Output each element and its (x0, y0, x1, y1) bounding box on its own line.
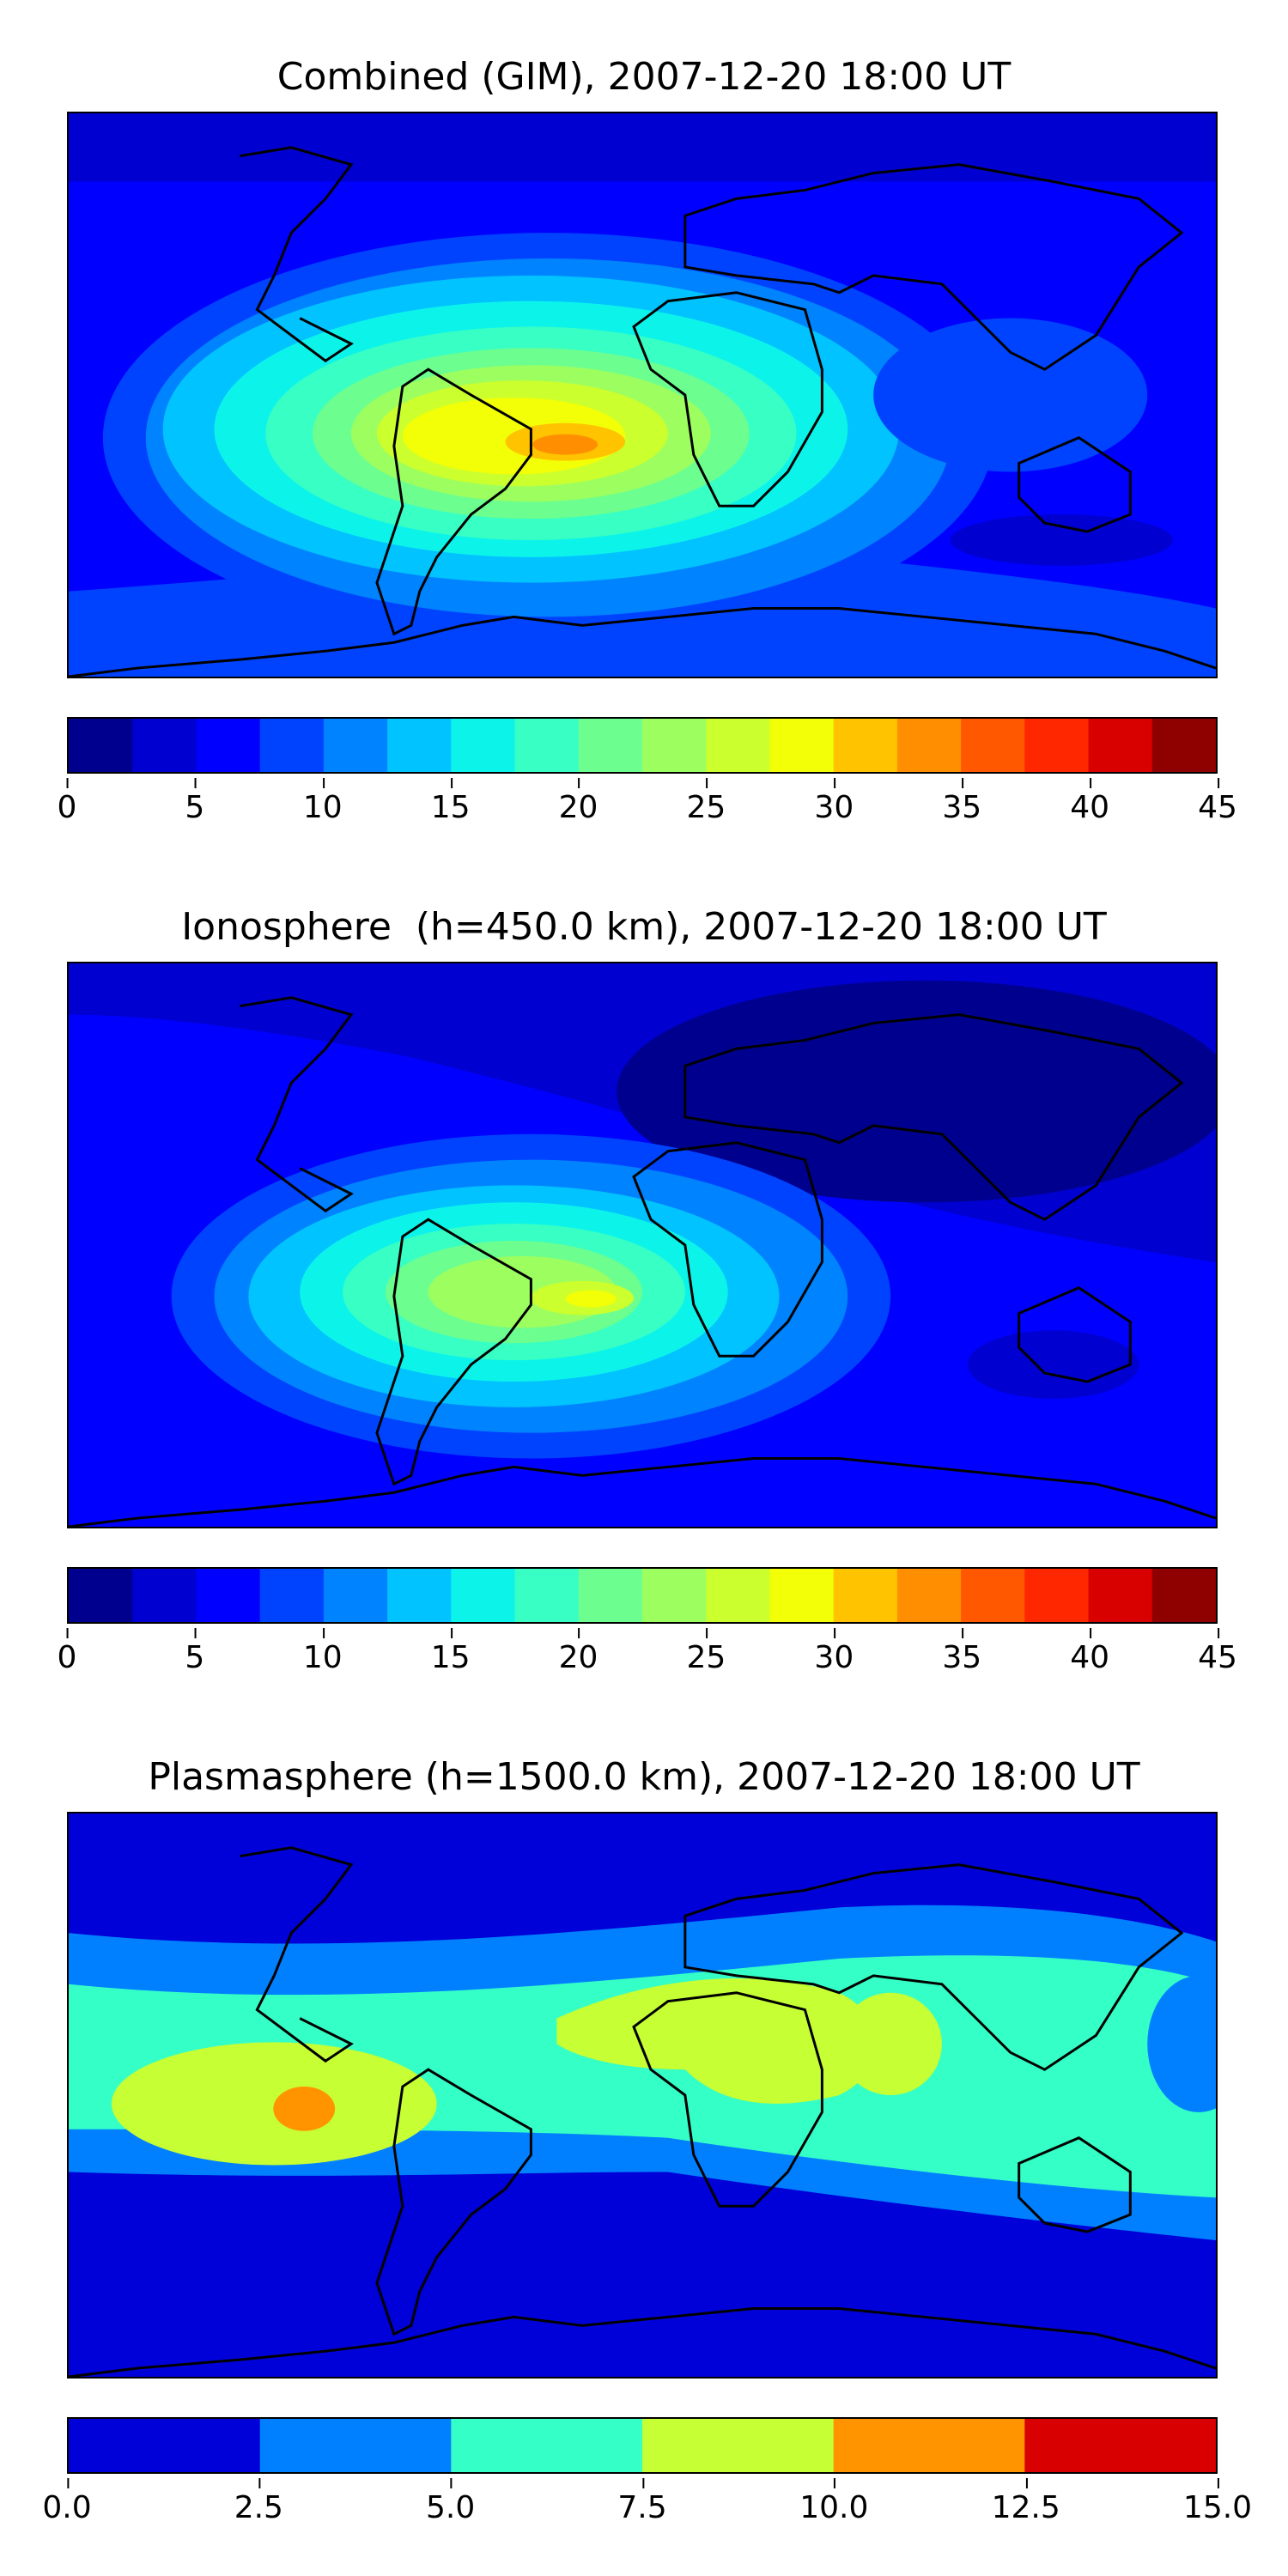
colorbar-segment (1151, 1569, 1216, 1622)
colorbar-segment (387, 719, 453, 772)
colorbar-segment (833, 2419, 1026, 2472)
colorbar-segment (1024, 1569, 1090, 1622)
colorbar (67, 717, 1218, 774)
colorbar-tick-label: 5 (185, 1628, 205, 1675)
colorbar-segment (69, 719, 134, 772)
colorbar-tick-label: 20 (558, 1628, 598, 1675)
colorbar-tick-label: 5.0 (426, 2478, 476, 2525)
colorbar-tick-label: 25 (686, 778, 726, 825)
colorbar-tick-label: 30 (814, 1628, 854, 1675)
colorbar-segment (961, 1569, 1026, 1622)
coastlines (69, 146, 1216, 677)
colorbar-segment (69, 2419, 261, 2472)
plasmasphere-map (67, 1812, 1218, 2379)
colorbar-tick-label: 0.0 (42, 2478, 92, 2525)
colorbar-tick-label: 10 (302, 778, 343, 825)
colorbar-segment (259, 1569, 325, 1622)
colorbar-segment (196, 719, 261, 772)
panel-title: Plasmasphere (h=1500.0 km), 2007-12-20 1… (148, 1755, 1140, 1799)
colorbar-segment (961, 719, 1026, 772)
colorbar-tick-label: 45 (1198, 778, 1237, 825)
colorbar-segment (69, 1569, 134, 1622)
colorbar-segment (514, 1569, 580, 1622)
coastlines (69, 996, 1216, 1527)
colorbar-segment (642, 2419, 835, 2472)
colorbar-tick-label: 7.5 (617, 2478, 667, 2525)
colorbar-segment (196, 1569, 261, 1622)
colorbar-ticks: 0 5 10 15 20 25 30 35 40 45 (58, 1628, 1237, 1692)
colorbar-segment (1024, 719, 1090, 772)
colorbar-segment (896, 1569, 962, 1622)
colorbar-segment (1151, 719, 1216, 772)
colorbar-tick-label: 15 (430, 778, 471, 825)
colorbar-segment (387, 1569, 453, 1622)
colorbar-gradient (69, 719, 1216, 772)
colorbar-segment (451, 719, 516, 772)
colorbar-tick-label: 45 (1198, 1628, 1237, 1675)
colorbar-segment (706, 719, 771, 772)
colorbar-tick-label: 40 (1070, 1628, 1110, 1675)
colorbar-tick-label: 40 (1070, 778, 1110, 825)
colorbar-segment (132, 1569, 197, 1622)
colorbar-tick-label: 10 (302, 1628, 343, 1675)
colorbar-tick-label: 20 (558, 778, 598, 825)
colorbar-segment (706, 1569, 771, 1622)
colorbar-segment (769, 1569, 835, 1622)
panel-title: Ionosphere (h=450.0 km), 2007-12-20 18:0… (181, 905, 1107, 949)
coastlines (69, 1846, 1216, 2377)
colorbar-segment (642, 1569, 708, 1622)
colorbar-segment (833, 1569, 898, 1622)
colorbar-segment (642, 719, 708, 772)
colorbar-segment (451, 1569, 516, 1622)
colorbar-segment (323, 719, 388, 772)
colorbar-tick-label: 25 (686, 1628, 726, 1675)
colorbar-segment (896, 719, 962, 772)
tec-contour-map (69, 963, 1216, 1527)
colorbar-segment (259, 2419, 453, 2472)
combined-gim-map (67, 112, 1218, 678)
colorbar-segment (451, 2419, 643, 2472)
colorbar-segment (323, 1569, 388, 1622)
colorbar-gradient (69, 2419, 1216, 2472)
tec-contour-map (69, 113, 1216, 677)
colorbar (67, 2417, 1218, 2474)
colorbar-tick-label: 30 (814, 778, 854, 825)
panel-title: Combined (GIM), 2007-12-20 18:00 UT (276, 55, 1012, 99)
colorbar-segment (578, 719, 643, 772)
colorbar-segment (1088, 719, 1153, 772)
colorbar-segment (132, 719, 197, 772)
colorbar-segment (1024, 2419, 1216, 2472)
colorbar-tick-label: 10.0 (799, 2478, 869, 2525)
colorbar-segment (833, 719, 898, 772)
colorbar-tick-label: 35 (942, 778, 982, 825)
colorbar-gradient (69, 1569, 1216, 1622)
colorbar-tick-label: 2.5 (234, 2478, 283, 2525)
colorbar (67, 1567, 1218, 1624)
colorbar-ticks: 0.0 2.5 5.0 7.5 10.0 12.5 15.0 (42, 2478, 1252, 2542)
colorbar-tick-label: 5 (185, 778, 205, 825)
colorbar-tick-label: 15.0 (1182, 2478, 1253, 2525)
colorbar-tick-label: 0 (57, 1628, 77, 1675)
ionosphere-map (67, 962, 1218, 1528)
colorbar-tick-label: 15 (430, 1628, 471, 1675)
colorbar-tick-label: 0 (57, 778, 77, 825)
colorbar-ticks: 0 5 10 15 20 25 30 35 40 45 (58, 778, 1237, 841)
tec-contour-map (69, 1814, 1216, 2377)
colorbar-segment (514, 719, 580, 772)
colorbar-tick-label: 35 (942, 1628, 982, 1675)
colorbar-segment (259, 719, 325, 772)
colorbar-tick-label: 12.5 (991, 2478, 1060, 2525)
colorbar-segment (578, 1569, 643, 1622)
colorbar-segment (769, 719, 835, 772)
colorbar-segment (1088, 1569, 1153, 1622)
